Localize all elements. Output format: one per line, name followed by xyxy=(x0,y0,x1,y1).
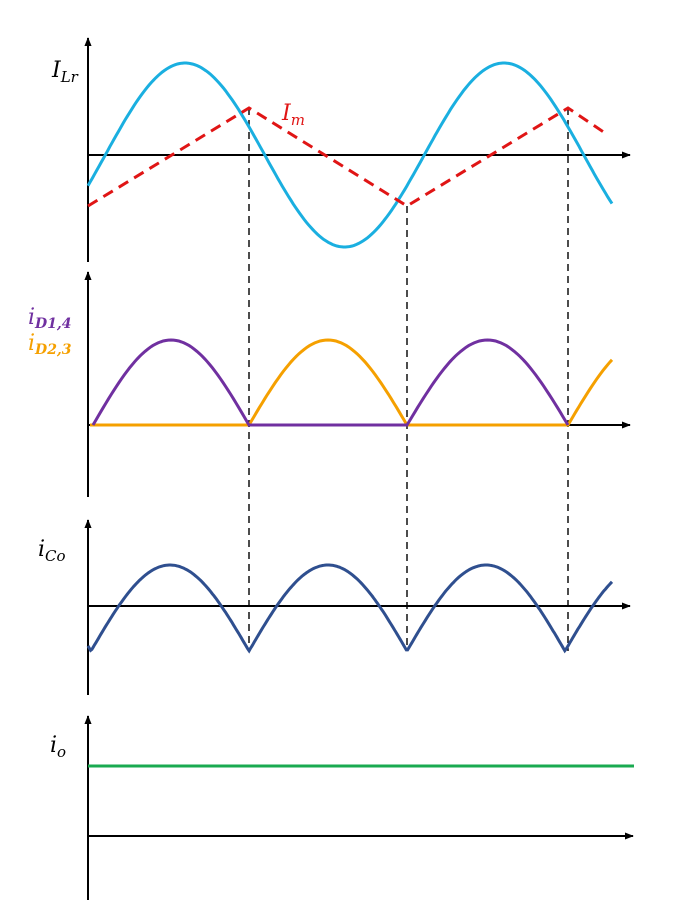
panel-id-axes xyxy=(84,271,631,497)
panel-ico-axes xyxy=(84,519,631,695)
panel-ilr-axes xyxy=(84,37,631,262)
label-i-o: io xyxy=(50,733,66,761)
label-i-lr: ILr xyxy=(51,58,79,86)
waveform-i-m xyxy=(87,106,609,208)
waveform-i-d23 xyxy=(90,338,614,427)
label-i-d14: iD1,4 xyxy=(28,305,72,332)
waveform-i-lr xyxy=(86,61,614,249)
panel-io-axes xyxy=(84,715,634,900)
label-i-m: Im xyxy=(281,101,305,129)
label-i-d23: iD2,3 xyxy=(28,331,72,358)
label-i-co: iCo xyxy=(38,537,66,565)
waveform-i-co xyxy=(86,563,614,654)
switching-guides xyxy=(248,108,569,651)
waveform-i-d14 xyxy=(91,338,570,427)
